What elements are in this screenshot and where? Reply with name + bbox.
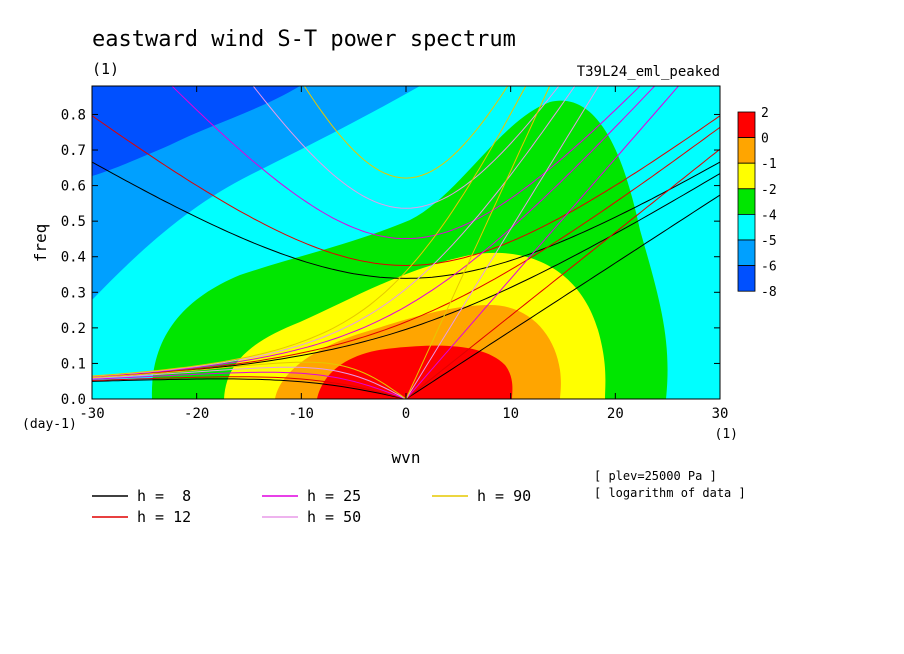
kelvin-curve-h8 <box>405 194 720 399</box>
x-tick-label: -10 <box>289 406 314 422</box>
colorbar-label: -4 <box>761 208 777 223</box>
colorbar-swatch <box>737 213 756 241</box>
mrg-curve-h90 <box>92 86 527 377</box>
annotation-plev: [ plev=25000 Pa ] <box>594 469 717 483</box>
y-axis: 0.0 0.1 0.2 0.3 0.4 0.5 0.6 0.7 0.8 <box>61 107 720 408</box>
legend-label: h = 8 <box>137 487 191 505</box>
x-unit-label: (1) <box>715 427 738 442</box>
y-tick-label: 0.1 <box>61 356 86 372</box>
mrg-curve-h12 <box>92 126 720 378</box>
contour-level-red <box>317 345 513 399</box>
y-tick-label: 0.2 <box>61 321 86 337</box>
kelvin-curve-h50 <box>405 86 600 399</box>
colorbar: 2 0 -1 -2 -4 -5 -6 -8 <box>737 106 777 300</box>
rossby-curve-h50 <box>92 366 407 399</box>
ig1-curve-h90 <box>303 86 509 179</box>
kelvin-curve-h25 <box>405 86 680 399</box>
legend: h = 8 h = 12 h = 25 h = 50 h = 90 <box>92 487 531 526</box>
legend-label: h = 50 <box>307 508 361 526</box>
colorbar-swatch <box>737 111 756 139</box>
rossby-curve-h8 <box>92 378 407 399</box>
y-tick-label: 0.0 <box>61 392 86 408</box>
x-tick-label: 30 <box>712 406 729 422</box>
x-tick-label: -20 <box>184 406 209 422</box>
y-tick-label: 0.5 <box>61 214 86 230</box>
x-tick-label: -30 <box>79 406 104 422</box>
y-tick-label: 0.8 <box>61 107 86 123</box>
y-unit-label: (day-1) <box>22 417 77 432</box>
colorbar-label: 2 <box>761 106 769 121</box>
x-tick-label: 20 <box>607 406 624 422</box>
y-tick-label: 0.3 <box>61 285 86 301</box>
x-tick-label: 0 <box>402 406 410 422</box>
colorbar-swatch <box>737 137 756 164</box>
colorbar-swatch <box>737 162 756 190</box>
colorbar-label: -6 <box>761 260 777 275</box>
colorbar-swatch <box>737 265 756 292</box>
kelvin-curve-h12 <box>405 148 720 399</box>
legend-label: h = 25 <box>307 487 361 505</box>
rossby-curve-h90 <box>92 361 407 399</box>
colorbar-label: -1 <box>761 157 777 172</box>
colorbar-label: -8 <box>761 285 777 300</box>
contour-level-dark-blue <box>92 86 300 176</box>
ig1-curve-h12 <box>92 115 720 267</box>
colorbar-swatch <box>737 188 756 215</box>
chart-title: eastward wind S-T power spectrum <box>92 27 516 52</box>
run-label: T39L24_eml_peaked <box>577 64 720 80</box>
kelvin-curve-h90 <box>405 86 551 399</box>
mrg-curve-h50 <box>92 86 576 377</box>
annotation-log: [ logarithm of data ] <box>594 486 746 500</box>
chart-subtitle: (1) <box>92 60 119 78</box>
rossby-curve-h25 <box>92 371 407 399</box>
x-axis: -30 -20 -10 0 10 20 30 <box>79 86 728 422</box>
rossby-curve-h12 <box>92 376 407 399</box>
colorbar-label: -2 <box>761 183 777 198</box>
colorbar-swatch <box>737 239 756 267</box>
ig1-curve-h50 <box>252 86 560 209</box>
legend-label: h = 12 <box>137 508 191 526</box>
ig1-curve-h8 <box>92 161 720 279</box>
y-tick-label: 0.6 <box>61 179 86 195</box>
ig1-curve-h25 <box>171 86 641 240</box>
x-axis-label: wvn <box>392 448 421 467</box>
mrg-curve-h25 <box>92 86 656 378</box>
y-axis-label: freq <box>31 224 50 263</box>
legend-label: h = 90 <box>477 487 531 505</box>
y-tick-label: 0.7 <box>61 143 86 159</box>
y-tick-label: 0.4 <box>61 250 86 266</box>
dispersion-curves <box>92 86 720 399</box>
x-tick-label: 10 <box>502 406 519 422</box>
colorbar-label: -5 <box>761 234 777 249</box>
colorbar-label: 0 <box>761 132 769 147</box>
contour-fill <box>92 86 720 399</box>
